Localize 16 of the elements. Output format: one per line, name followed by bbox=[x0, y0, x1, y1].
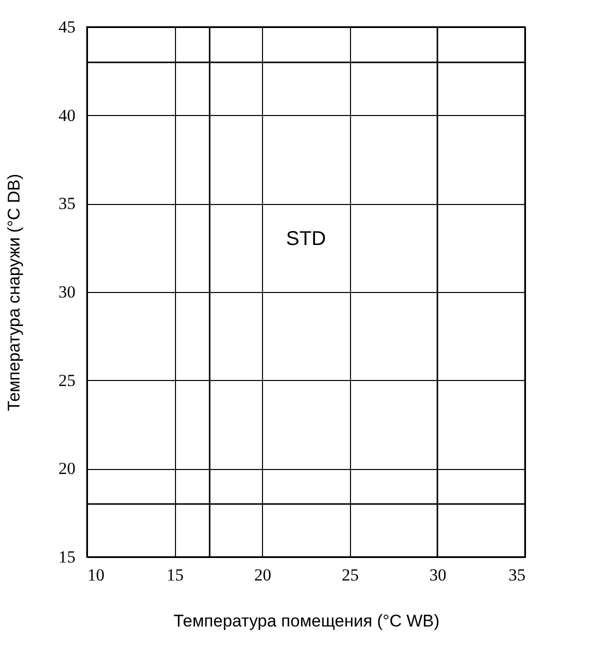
y-tick-label: 15 bbox=[58, 548, 76, 566]
y-tick-label: 35 bbox=[58, 194, 76, 214]
y-tick-label: 40 bbox=[58, 106, 76, 125]
y-tick-label: 45 bbox=[58, 18, 76, 36]
x-tick-label: 35 bbox=[508, 566, 526, 584]
x-tick-label: 10 bbox=[88, 566, 104, 584]
x-tick-label: 25 bbox=[342, 566, 359, 584]
annotation: STD bbox=[286, 228, 326, 250]
x-tick-label: 15 bbox=[166, 566, 184, 584]
y-tick-label: 25 bbox=[58, 370, 76, 390]
x-axis-title: Температура помещения (°C WB) bbox=[173, 612, 440, 630]
y-tick-label: 30 bbox=[58, 282, 76, 302]
x-tick-label: 30 bbox=[429, 566, 446, 584]
y-tick-label: 20 bbox=[58, 459, 76, 478]
y-axis-title: Температура снаружи (°C DB) bbox=[4, 174, 24, 412]
x-tick-label: 20 bbox=[254, 566, 272, 584]
